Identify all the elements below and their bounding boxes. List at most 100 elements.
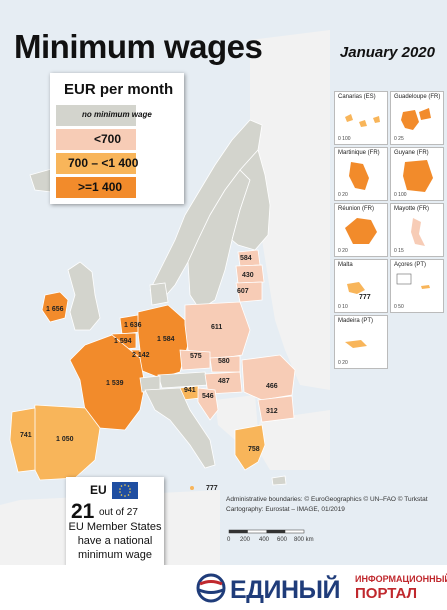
map-value-romania: 466: [266, 383, 278, 390]
country-austria: [157, 371, 209, 389]
inset-madeira: Madeira (PT) 0 20: [334, 315, 388, 369]
scale-tick-label: 400: [259, 537, 270, 543]
eu-out-of: out of 27: [99, 507, 138, 518]
inset-scale: 0 15: [394, 248, 404, 254]
eu-text-line: minimum wage: [78, 549, 152, 561]
legend-title: EUR per month: [64, 81, 174, 98]
country-czechia: [179, 349, 211, 371]
country-ireland: [41, 291, 69, 323]
inset-label: Canarias (ES): [338, 94, 376, 100]
inset-scale: 0 20: [338, 192, 348, 198]
scale-tick-label: 800 km: [294, 537, 314, 543]
legend: EUR per month no minimum wage <700 700 –…: [50, 73, 184, 204]
inset-label: Açores (PT): [394, 262, 427, 268]
country-croatia: [197, 387, 219, 421]
inset-scale: 0 20: [338, 360, 348, 366]
inset-label: Malta: [338, 262, 353, 268]
country-bulgaria: [257, 395, 295, 423]
country-norway: [149, 119, 263, 301]
inset-label: Guadeloupe (FR): [394, 94, 441, 100]
inset-martinique: Martinique (FR) 0 20: [334, 147, 388, 201]
footer-brand-line: ИНФОРМАЦИОННЫЙ: [355, 574, 447, 584]
map-value-luxembourg: 2 142: [132, 352, 150, 359]
scale-tick-label: 0: [227, 537, 231, 543]
map-value-malta: 777: [206, 485, 218, 492]
turkey-region: [255, 410, 330, 470]
map-value-lithuania: 607: [237, 288, 249, 295]
inset-scale: 0 100: [394, 192, 407, 198]
inset-scale: 0 25: [394, 136, 404, 142]
map-value-poland: 611: [211, 324, 223, 331]
map-value-portugal: 741: [20, 432, 32, 439]
country-cyprus: [271, 475, 287, 486]
legend-item-high: >=1 400: [56, 177, 178, 198]
country-lithuania: [235, 281, 263, 303]
inset-shape: [349, 162, 369, 190]
country-greece: [234, 424, 266, 471]
map-value-belgium: 1 594: [114, 338, 132, 345]
ukraine-belarus-region: [270, 290, 330, 390]
legend-item-low: <700: [56, 129, 178, 150]
eu-text-line: EU Member States: [68, 521, 162, 533]
legend-swatch: [56, 177, 136, 198]
country-hungary: [204, 371, 243, 395]
inset-reunion: Réunion (FR) 0 20: [334, 203, 388, 257]
map-value-czechia: 575: [190, 353, 202, 360]
inset-label: Mayotte (FR): [394, 206, 430, 212]
footer-brand-line: ПОРТАЛ: [355, 585, 418, 602]
inset-label: Réunion (FR): [338, 206, 375, 212]
footer-bar: [0, 565, 447, 610]
footer-brand: ЕДИНЫЙ: [230, 576, 340, 604]
map-value-greece: 758: [248, 446, 260, 453]
inset-shape: [347, 282, 365, 294]
legend-swatch: [56, 105, 136, 126]
country-denmark: [149, 282, 169, 306]
country-france: [69, 334, 146, 431]
map-value-malta: 777: [359, 294, 371, 301]
country-malta: [190, 486, 194, 490]
legend-label: no minimum wage: [82, 110, 152, 119]
map-value-slovenia: 941: [184, 387, 196, 394]
inset-scale: 0 10: [338, 304, 348, 310]
inset-shape: [403, 160, 433, 192]
inset-canarias: Canarias (ES) 0 100: [334, 91, 388, 145]
page-title: Minimum wages: [14, 28, 263, 65]
globe-logo-icon: [196, 573, 226, 603]
inset-shape: [396, 273, 430, 289]
map-value-latvia: 430: [242, 272, 254, 279]
eu-count: 21: [71, 500, 95, 523]
scale-tick-label: 200: [240, 537, 251, 543]
inset-shape: [345, 218, 377, 244]
map-value-spain: 1 050: [56, 436, 74, 443]
inset-guyane: Guyane (FR) 0 100: [390, 147, 444, 201]
attribution-line: Administrative boundaries: © EuroGeograp…: [226, 496, 428, 503]
legend-label: <700: [94, 132, 122, 146]
inset-shape: [345, 340, 367, 348]
eu-text-line: have a national: [77, 535, 153, 547]
map-value-estonia: 584: [240, 255, 252, 262]
country-uk: [67, 261, 101, 331]
inset-shape: [401, 108, 431, 130]
inset-shape: [411, 218, 425, 246]
country-italy: [144, 387, 216, 469]
map-frame: Minimum wages January 2020 EUR per month…: [0, 0, 447, 565]
country-latvia: [235, 264, 265, 284]
map-value-croatia: 546: [202, 393, 214, 400]
map-value-france: 1 539: [106, 380, 124, 387]
legend-swatch: [56, 153, 136, 174]
legend-item-none: no minimum wage: [56, 105, 178, 126]
inset-label: Martinique (FR): [338, 150, 380, 156]
inset-label: Guyane (FR): [394, 150, 429, 156]
legend-label: >=1 400: [78, 180, 123, 194]
map-value-ireland: 1 656: [46, 306, 64, 313]
inset-label: Madeira (PT): [338, 318, 374, 324]
inset-scale: 0 20: [338, 248, 348, 254]
inset-malta: Malta 777 0 10: [334, 259, 388, 313]
inset-mayotte: Mayotte (FR) 0 15: [390, 203, 444, 257]
legend-swatch: [56, 129, 136, 150]
eu-info-box: EU 21 out of 27 EU Member States have a …: [66, 477, 164, 565]
map-value-slovakia: 580: [218, 358, 230, 365]
map-value-netherlands: 1 636: [124, 322, 142, 329]
europe-map: [0, 30, 330, 565]
eu-code: EU: [90, 483, 107, 497]
